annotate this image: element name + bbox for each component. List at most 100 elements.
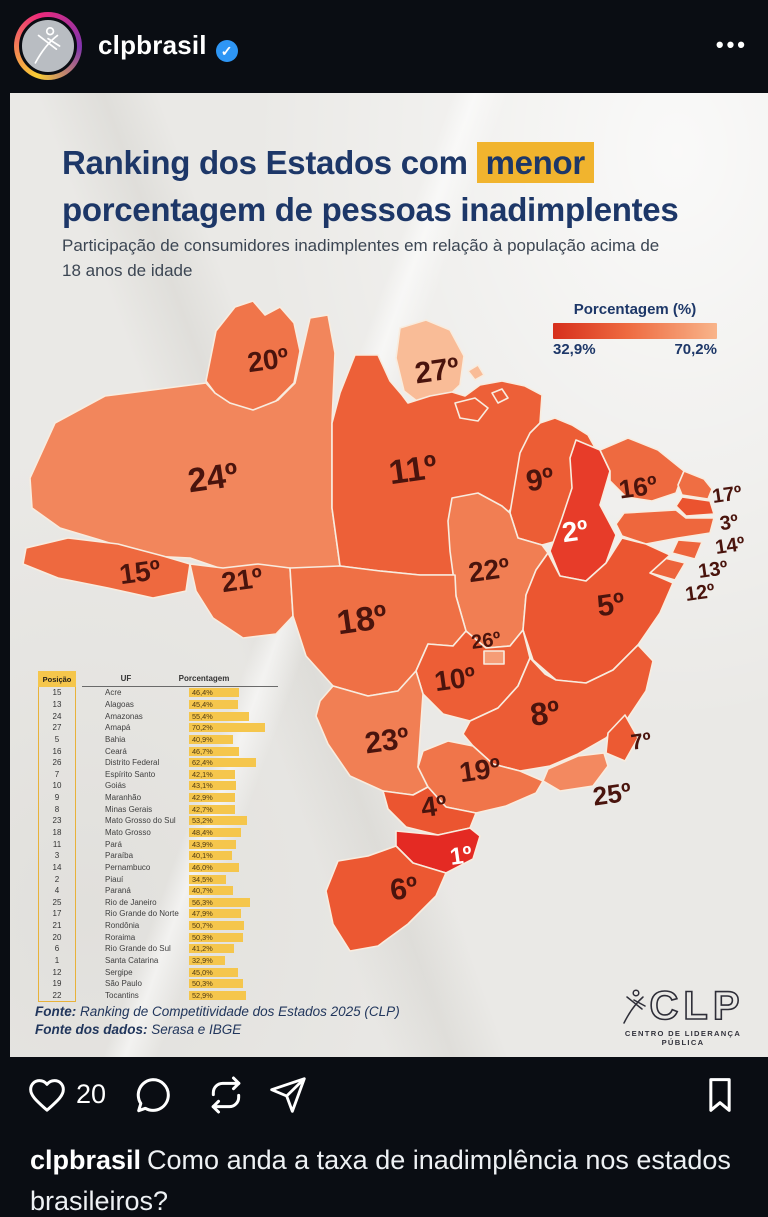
- like-button[interactable]: [27, 1075, 67, 1115]
- cell-state-name: Rio de Janeiro: [105, 897, 157, 907]
- cell-position: 23: [52, 816, 62, 826]
- cell-percentage-bar: 52,9%: [189, 990, 247, 1000]
- state-ro: [189, 563, 294, 639]
- cell-percentage-bar: 48,4%: [189, 828, 242, 837]
- cell-position: 14: [52, 862, 62, 872]
- cell-position: 3: [54, 851, 60, 861]
- state-rj: [542, 752, 609, 792]
- cell-percentage-bar: 46,4%: [189, 688, 240, 698]
- clp-logo-text: CLP: [649, 984, 745, 1028]
- cell-position: 5: [54, 734, 60, 744]
- cell-position: 18: [52, 828, 62, 837]
- cell-percentage-bar: 43,9%: [189, 839, 237, 849]
- cell-percentage-bar: 42,7%: [189, 804, 236, 814]
- cell-position: 24: [52, 711, 62, 721]
- table-row: 26 Distrito Federal 62,4%: [38, 757, 280, 769]
- cell-state-name: Sergipe: [105, 967, 133, 977]
- cell-state-name: Piauí: [105, 874, 124, 884]
- username[interactable]: clpbrasil ✓: [98, 30, 238, 62]
- table-row: 23 Mato Grosso do Sul 53,2%: [38, 815, 280, 827]
- cell-state-name: Pernambuco: [105, 862, 151, 872]
- cell-percentage-bar: 32,9%: [189, 956, 225, 966]
- cell-percentage-bar: 46,0%: [189, 862, 239, 872]
- table-row: 17 Rio Grande do Norte 47,9%: [38, 908, 280, 920]
- state-rank-label-se: 12º: [684, 580, 716, 606]
- cell-state-name: Goiás: [105, 781, 126, 791]
- state-rank-label-ba: 5º: [595, 587, 627, 624]
- cell-position: 22: [52, 990, 62, 1000]
- share-button[interactable]: [268, 1075, 308, 1115]
- more-options-button[interactable]: •••: [715, 32, 748, 57]
- comment-button[interactable]: [133, 1075, 173, 1115]
- cell-state-name: Amapá: [105, 723, 131, 733]
- post-image: 24º 15º 21º 20º 27º 11º 9º 2º 16º 17º 3º 14º 13º 12º 2…: [10, 93, 768, 1057]
- table-row: 16 Ceará 46,7%: [38, 745, 280, 757]
- table-row: 14 Pernambuco 46,0%: [38, 862, 280, 874]
- repost-button[interactable]: [206, 1075, 246, 1115]
- cell-position: 13: [52, 699, 62, 709]
- state-rank-label-rs: 6º: [388, 871, 420, 908]
- state-rank-label-mg: 8º: [528, 693, 563, 733]
- cell-percentage-bar: 50,7%: [189, 921, 244, 931]
- cell-percentage-bar: 56,3%: [189, 897, 250, 907]
- cell-position: 16: [52, 746, 62, 756]
- state-rank-label-sc: 1º: [448, 841, 474, 871]
- cell-percentage-bar: 34,5%: [189, 874, 227, 884]
- cell-position: 25: [52, 897, 62, 907]
- legend-max: 70,2%: [674, 341, 717, 358]
- table-row: 22 Tocantins 52,9%: [38, 990, 280, 1002]
- like-count[interactable]: 20: [76, 1079, 107, 1109]
- state-rank-label-ro: 21º: [219, 562, 264, 598]
- ranking-table: Posição UF Porcentagem 15 Acre 46,4% 13 Alag…: [38, 671, 280, 1005]
- cell-state-name: São Paulo: [105, 979, 142, 989]
- table-row: 18 Mato Grosso 48,4%: [38, 827, 280, 839]
- legend-min: 32,9%: [553, 341, 596, 358]
- state-rank-label-pi: 2º: [560, 514, 590, 548]
- state-ce: [599, 437, 685, 502]
- table-row: 6 Rio Grande do Sul 41,2%: [38, 943, 280, 955]
- cell-state-name: Roraima: [105, 932, 136, 942]
- cell-percentage-bar: 62,4%: [189, 758, 257, 768]
- cell-position: 20: [52, 932, 62, 942]
- state-rank-label-rr: 20º: [245, 342, 290, 378]
- cell-percentage-bar: 40,7%: [189, 886, 233, 896]
- cell-position: 7: [54, 769, 60, 779]
- cell-percentage-bar: 50,3%: [189, 979, 244, 989]
- cell-position: 9: [54, 793, 60, 803]
- cell-position: 8: [54, 804, 60, 814]
- caption-username[interactable]: clpbrasil: [30, 1145, 142, 1175]
- table-row: 9 Maranhão 42,9%: [38, 792, 280, 804]
- table-row: 2 Piauí 34,5%: [38, 873, 280, 885]
- cell-state-name: Rio Grande do Norte: [105, 909, 179, 919]
- cell-position: 27: [52, 723, 62, 733]
- cell-state-name: Paraíba: [105, 851, 134, 861]
- state-rank-label-ma: 9º: [524, 462, 556, 499]
- table-row: 27 Amapá 70,2%: [38, 722, 280, 734]
- table-row: 5 Bahia 40,9%: [38, 734, 280, 746]
- cell-percentage-bar: 45,4%: [189, 699, 238, 709]
- cell-percentage-bar: 53,2%: [189, 816, 247, 826]
- caption: clpbrasil Como anda a taxa de inadimplênc…: [30, 1145, 731, 1216]
- state-df: [483, 650, 505, 665]
- post-header: clpbrasil ✓ •••: [0, 0, 768, 93]
- table-row: 24 Amazonas 55,4%: [38, 710, 280, 722]
- cell-state-name: Bahia: [105, 734, 126, 744]
- cell-state-name: Amazonas: [105, 711, 143, 721]
- bookmark-button[interactable]: [700, 1075, 740, 1115]
- table-row: 4 Paraná 40,7%: [38, 885, 280, 897]
- cell-state-name: Espírito Santo: [105, 769, 156, 779]
- island: [467, 364, 485, 381]
- post-subtitle: Participação de consumidores inadimplent…: [62, 236, 660, 280]
- cell-position: 2: [54, 874, 60, 884]
- cell-position: 21: [52, 921, 62, 931]
- cell-percentage-bar: 45,0%: [189, 967, 238, 977]
- state-pr: [382, 786, 477, 836]
- cell-state-name: Ceará: [105, 746, 127, 756]
- avatar[interactable]: [19, 17, 77, 75]
- cell-percentage-bar: 42,9%: [189, 793, 236, 803]
- table-row: 13 Alagoas 45,4%: [38, 699, 280, 711]
- cell-state-name: Pará: [105, 839, 122, 849]
- cell-position: 12: [52, 967, 62, 977]
- color-legend: Porcentagem (%) 32,9% 70,2%: [553, 301, 717, 358]
- story-ring[interactable]: [14, 12, 82, 80]
